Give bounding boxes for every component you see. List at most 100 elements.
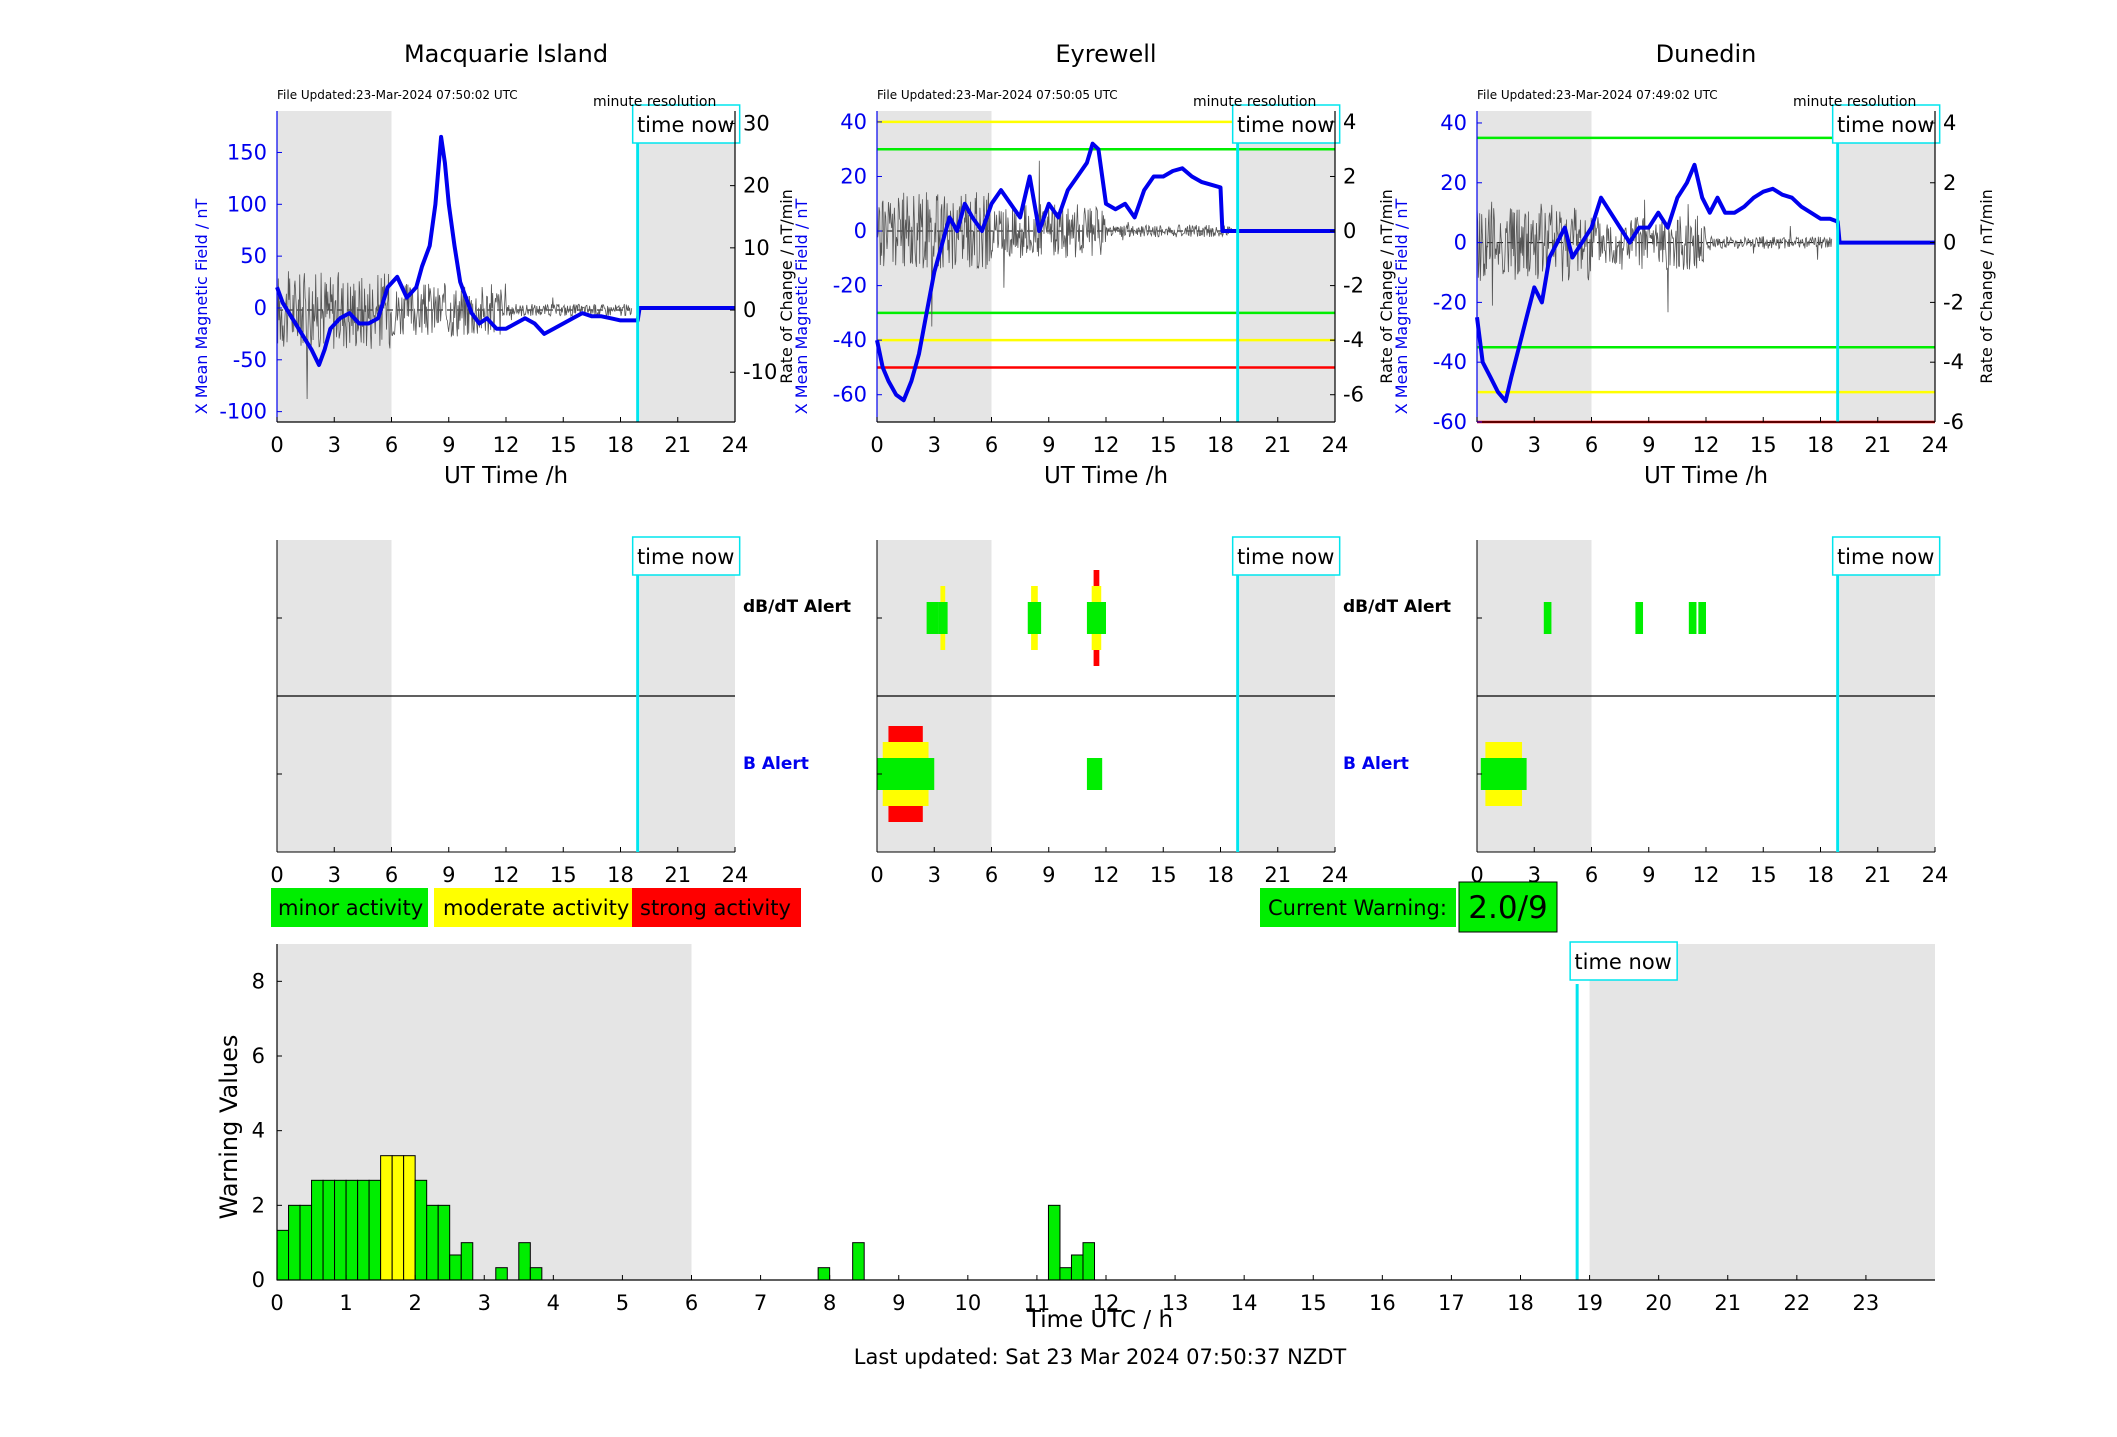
legend-strong-swatch	[632, 888, 801, 927]
file-updated: File Updated:23-Mar-2024 07:49:02 UTC	[1477, 88, 1718, 102]
x-tick-label: 15	[1150, 863, 1177, 887]
x-tick-label: 21	[1864, 863, 1891, 887]
chart-title: Dunedin	[1656, 40, 1757, 68]
x-tick-label: 9	[442, 863, 455, 887]
y-right-tick-label: -2	[1343, 274, 1364, 298]
y-tick-label: -20	[1433, 290, 1467, 314]
x-tick-label: 16	[1369, 1291, 1396, 1315]
x-tick-label: 12	[493, 433, 520, 457]
night-shading	[1839, 111, 1935, 422]
warning-bar	[334, 1179, 347, 1281]
dbdt-alert-minor	[926, 602, 939, 634]
time-now-box	[1231, 536, 1341, 576]
x-tick-label: 20	[1645, 1291, 1672, 1315]
y-tick-label: 40	[840, 110, 867, 134]
current-warning-label: Current Warning:	[1268, 896, 1447, 920]
time-now-label: time now	[1574, 950, 1671, 974]
alert-strip-eyrewell: 0 3 6 9 12 15 18 21 24 time now dB/dT Alert B Alert	[870, 536, 1451, 887]
x-tick-label: 0	[1470, 433, 1483, 457]
legend-minor-swatch	[271, 888, 428, 927]
warning-bar	[322, 1179, 336, 1281]
y-tick-label: 0	[252, 1268, 265, 1292]
current-warning-value: 2.0/9	[1468, 890, 1547, 926]
x-tick-label: 9	[892, 1291, 905, 1315]
y-right-tick-label: 2	[1343, 164, 1356, 188]
y-right-tick-label: 10	[743, 236, 770, 260]
y-tick-label: 150	[227, 140, 267, 164]
x-tick-label: 12	[1693, 433, 1720, 457]
x-tick-label: 15	[1750, 433, 1777, 457]
x-axis-label: UT Time /h	[1044, 463, 1168, 489]
x-tick-label: 18	[607, 433, 634, 457]
x-tick-label: 15	[1150, 433, 1177, 457]
station-alert-strips: 0 3 6 9 12 15 18 21 24 time now dB/dT Alert B Alert…	[270, 536, 1948, 887]
x-tick-label: 5	[616, 1291, 629, 1315]
x-tick-label: 22	[1783, 1291, 1810, 1315]
x-tick-label: 12	[1093, 1291, 1120, 1315]
x-tick-label: 24	[722, 863, 749, 887]
x-tick-label: 18	[1507, 1291, 1534, 1315]
field-series-line	[1475, 162, 1935, 404]
x-tick-label: 23	[1853, 1291, 1880, 1315]
y-right-tick-label: 4	[1343, 110, 1356, 134]
y-right-tick-label: 0	[1343, 219, 1356, 243]
x-tick-label: 14	[1231, 1291, 1258, 1315]
dbdt-alert-minor	[938, 602, 948, 634]
x-tick-label: 24	[1322, 863, 1349, 887]
night-shading	[277, 111, 392, 422]
warning-bar	[311, 1179, 324, 1281]
warning-bar	[276, 1229, 290, 1281]
y-tick-label: 8	[252, 969, 265, 993]
x-tick-label: 21	[664, 863, 691, 887]
y-right-tick-label: -6	[1943, 410, 1964, 434]
warning-bar	[380, 1155, 393, 1281]
x-tick-label: 21	[1264, 433, 1291, 457]
y-tick-label: -40	[1433, 350, 1467, 374]
x-tick-label: 15	[1300, 1291, 1327, 1315]
x-tick-label: 21	[1864, 433, 1891, 457]
warning-bar	[368, 1179, 382, 1281]
y-tick-label: 20	[1440, 171, 1467, 195]
y-right-tick-label: 0	[1943, 231, 1956, 255]
x-tick-label: 15	[1750, 863, 1777, 887]
warning-bar	[437, 1204, 451, 1281]
x-tick-label: 3	[928, 863, 941, 887]
y-right-tick-label: 4	[1943, 111, 1956, 135]
x-tick-label: 12	[493, 863, 520, 887]
x-tick-label: 6	[385, 433, 398, 457]
x-tick-label: 19	[1576, 1291, 1603, 1315]
x-tick-label: 6	[985, 433, 998, 457]
x-tick-label: 12	[1093, 433, 1120, 457]
warning-x-axis-label: Time UTC / h	[1026, 1307, 1173, 1333]
y-tick-label: 0	[1454, 231, 1467, 255]
warning-bar	[403, 1155, 416, 1281]
x-tick-label: 15	[550, 433, 577, 457]
warning-bar	[1047, 1204, 1061, 1281]
y-tick-label: -60	[833, 383, 867, 407]
warning-bar	[852, 1242, 865, 1281]
x-tick-label: 17	[1438, 1291, 1465, 1315]
x-tick-label: 18	[1207, 863, 1234, 887]
x-tick-label: 6	[1585, 433, 1598, 457]
x-axis-label: UT Time /h	[1644, 463, 1768, 489]
x-tick-label: 1	[339, 1291, 352, 1315]
warning-bar	[449, 1254, 462, 1281]
x-tick-label: 18	[607, 863, 634, 887]
rate-of-change-trace	[276, 271, 633, 400]
x-tick-label: 9	[1642, 863, 1655, 887]
time-now-box	[1569, 941, 1678, 981]
x-tick-label: 0	[870, 863, 883, 887]
y-tick-label: 0	[254, 296, 267, 320]
time-now-label: time now	[637, 113, 734, 137]
warning-bar	[357, 1179, 370, 1281]
y-tick-label: 2	[252, 1193, 265, 1217]
x-tick-label: 6	[985, 863, 998, 887]
time-now-box	[1831, 536, 1941, 576]
x-tick-label: 9	[1042, 863, 1055, 887]
alert-strip-dunedin: 0 3 6 9 12 15 18 21 24 time now	[1470, 536, 1948, 887]
x-tick-label: 3	[478, 1291, 491, 1315]
time-now-box	[1231, 104, 1341, 144]
time-now-label: time now	[637, 545, 734, 569]
dbdt-alert-minor	[1027, 602, 1042, 634]
y-right-axis-label: Rate of Change / nT/min	[1977, 189, 1996, 384]
